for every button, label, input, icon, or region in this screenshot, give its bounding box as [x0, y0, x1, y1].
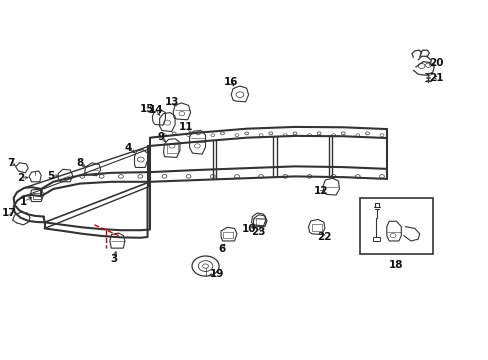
Text: 6: 6 — [219, 244, 225, 254]
Text: 11: 11 — [179, 122, 193, 132]
Text: 2: 2 — [17, 173, 24, 183]
Text: 22: 22 — [316, 232, 330, 242]
Text: 13: 13 — [164, 97, 179, 107]
Text: 17: 17 — [1, 208, 16, 218]
Bar — [223, 231, 233, 238]
Bar — [33, 193, 41, 199]
Bar — [256, 219, 264, 225]
Bar — [166, 144, 177, 153]
Text: 23: 23 — [251, 227, 265, 237]
Text: 21: 21 — [428, 73, 443, 83]
Text: 19: 19 — [209, 269, 224, 279]
Text: 1: 1 — [20, 197, 27, 207]
Text: 5: 5 — [47, 171, 54, 181]
Bar — [360, 198, 432, 253]
Text: 16: 16 — [224, 77, 238, 87]
Text: 4: 4 — [124, 143, 132, 153]
Bar — [312, 224, 322, 231]
Text: 9: 9 — [157, 132, 164, 142]
Text: 12: 12 — [314, 186, 328, 197]
Text: 10: 10 — [241, 225, 256, 234]
Text: 20: 20 — [428, 58, 443, 68]
Text: 8: 8 — [76, 158, 83, 168]
Text: 7: 7 — [7, 158, 15, 168]
Bar — [372, 237, 379, 241]
Text: 15: 15 — [140, 104, 155, 114]
Text: 3: 3 — [110, 254, 117, 264]
Text: 18: 18 — [388, 260, 403, 270]
Text: 14: 14 — [148, 105, 163, 115]
